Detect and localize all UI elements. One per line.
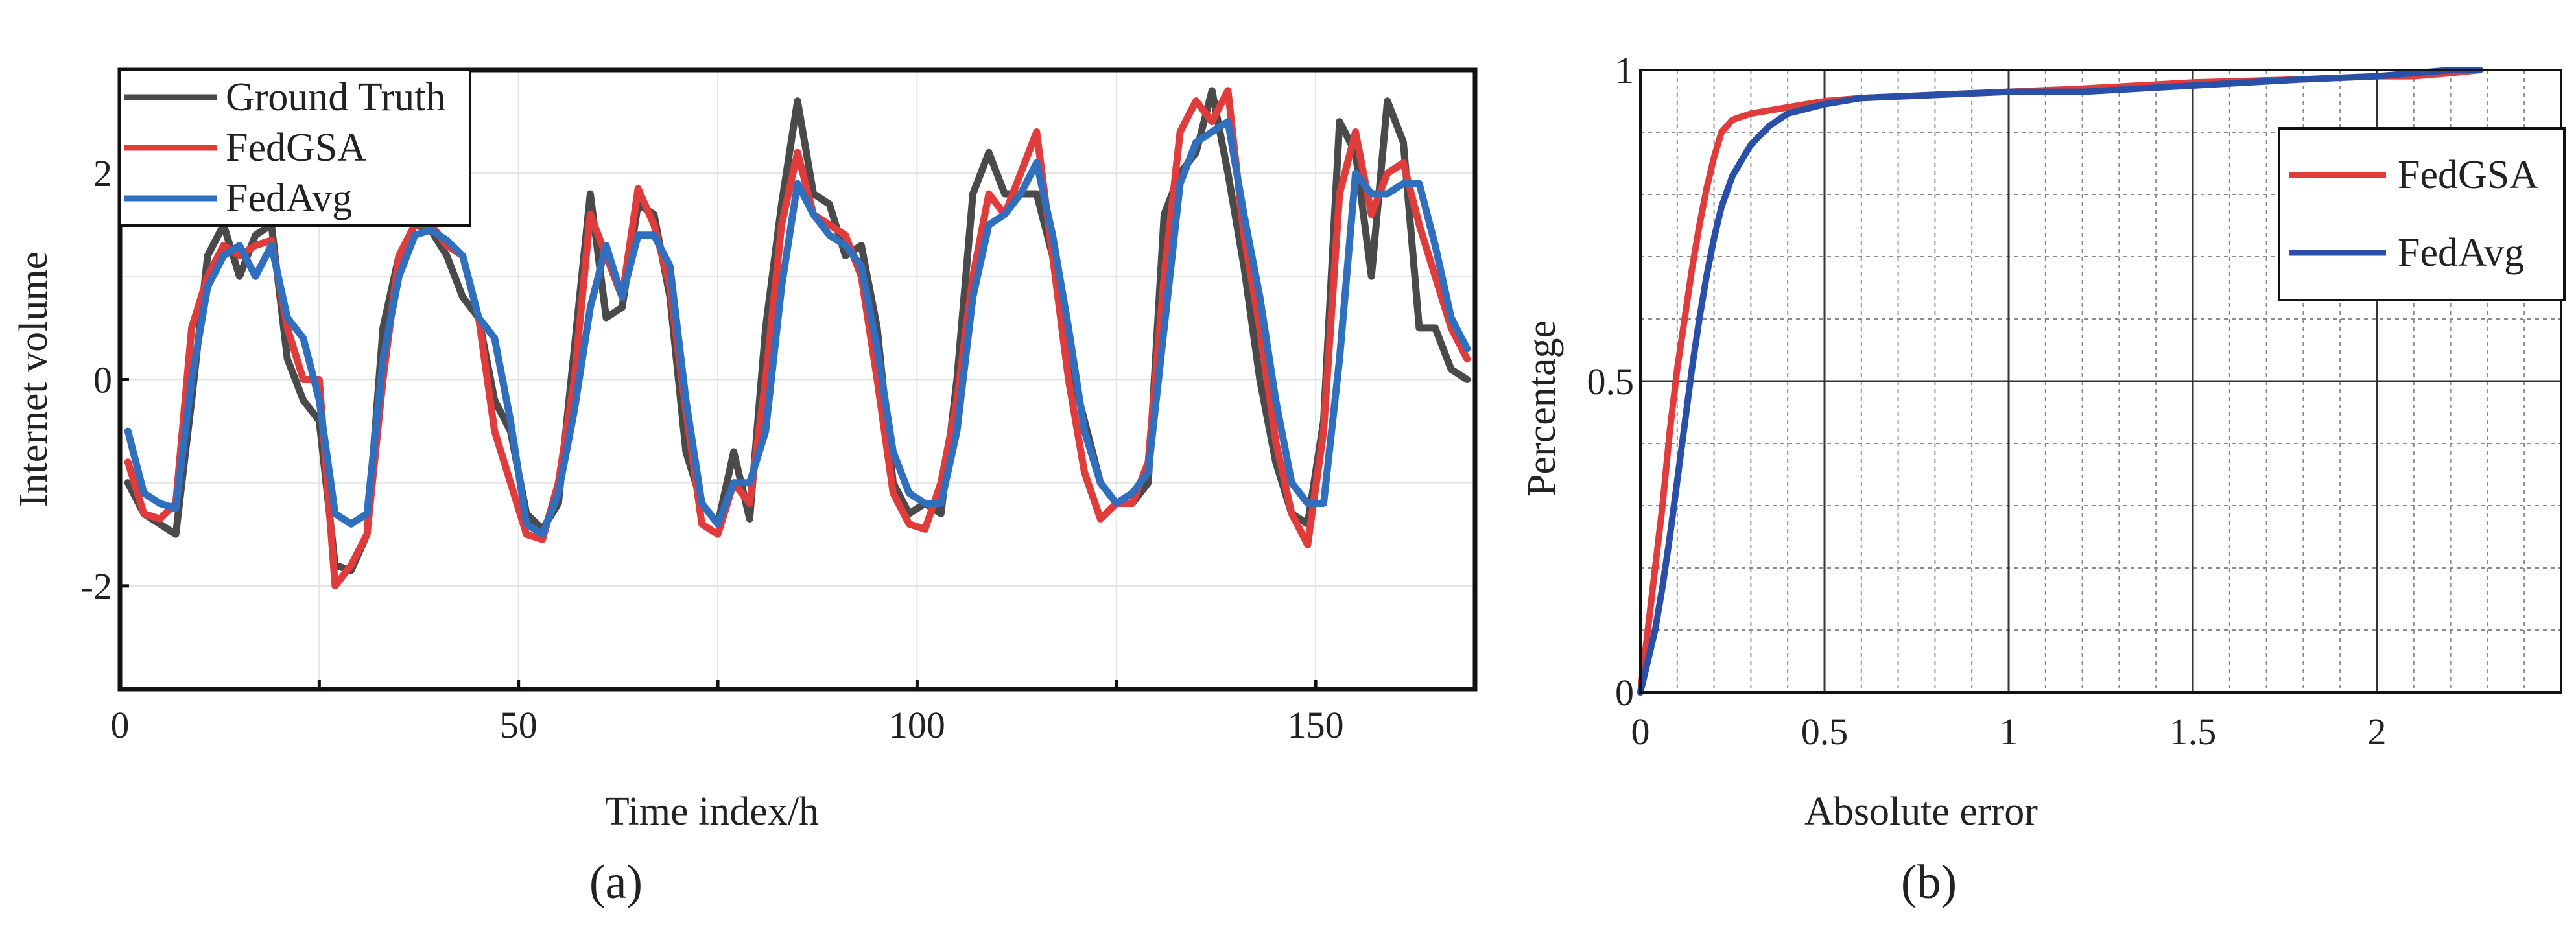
- chart-b-legend-box: [2278, 127, 2566, 301]
- chart-b-xtick-label: 2: [2368, 711, 2387, 753]
- chart-b-xtick-label: 0: [1631, 711, 1650, 753]
- chart-a-xtick-label: 50: [500, 704, 538, 746]
- chart-b-ylabel: Percentage: [1520, 320, 1564, 497]
- chart-a-xtick-label: 100: [889, 704, 945, 746]
- caption-a: (a): [589, 856, 643, 909]
- caption-b: (b): [1901, 856, 1957, 909]
- chart-a-ticks: 0 50 100 150 -2 0 2: [81, 152, 1344, 746]
- chart-b-ytick-label: 1: [1615, 49, 1634, 91]
- chart-b-ytick-label: 0: [1615, 672, 1634, 714]
- chart-a: 0 50 100 150 -2 0 2 Time index/h Internet volu…: [12, 67, 1478, 909]
- chart-a-xtick-label: 0: [111, 704, 130, 746]
- legend-ground-truth-label: Ground Truth: [226, 75, 445, 119]
- chart-a-ytick-label: 0: [93, 359, 112, 401]
- legend-fedavg-label: FedAvg: [226, 176, 352, 220]
- chart-a-series: [124, 87, 1471, 590]
- chart-b-frame: [1639, 69, 2562, 694]
- chart-b-xtick-label: 1: [2000, 711, 2018, 753]
- series-fedavg-line: [124, 118, 1471, 538]
- chart-b-xlabel: Absolute error: [1804, 790, 2038, 834]
- chart-a-xlabel: Time index/h: [605, 790, 819, 834]
- chart-a-xtick-label: 150: [1288, 704, 1344, 746]
- chart-b-ticks: 0 0.5 1 1.5 2 0 0.5 1: [1587, 49, 2387, 753]
- chart-a-ytick-label: 2: [93, 152, 112, 194]
- chart-b-series: [1637, 67, 2483, 696]
- chart-b-legend: FedGSA FedAvg: [2278, 127, 2566, 301]
- chart-b: 0 0.5 1 1.5 2 0 0.5 1 Absolute error Percentage…: [1520, 49, 2566, 909]
- legend-b-fedgsa-label: FedGSA: [2398, 153, 2538, 197]
- legend-b-fedavg-label: FedAvg: [2398, 231, 2524, 275]
- chart-a-ylabel: Internet volume: [12, 252, 56, 507]
- chart-a-legend: Ground Truth FedGSA FedAvg: [119, 69, 471, 227]
- chart-b-ytick-label: 0.5: [1587, 360, 1635, 403]
- cdf-fedavg-line: [1637, 67, 2483, 696]
- chart-a-ytick-label: -2: [81, 565, 112, 607]
- legend-fedgsa-label: FedGSA: [226, 126, 366, 170]
- chart-b-xtick-label: 1.5: [2169, 711, 2217, 753]
- series-fedgsa-line: [124, 87, 1471, 590]
- chart-b-xtick-label: 0.5: [1801, 711, 1849, 753]
